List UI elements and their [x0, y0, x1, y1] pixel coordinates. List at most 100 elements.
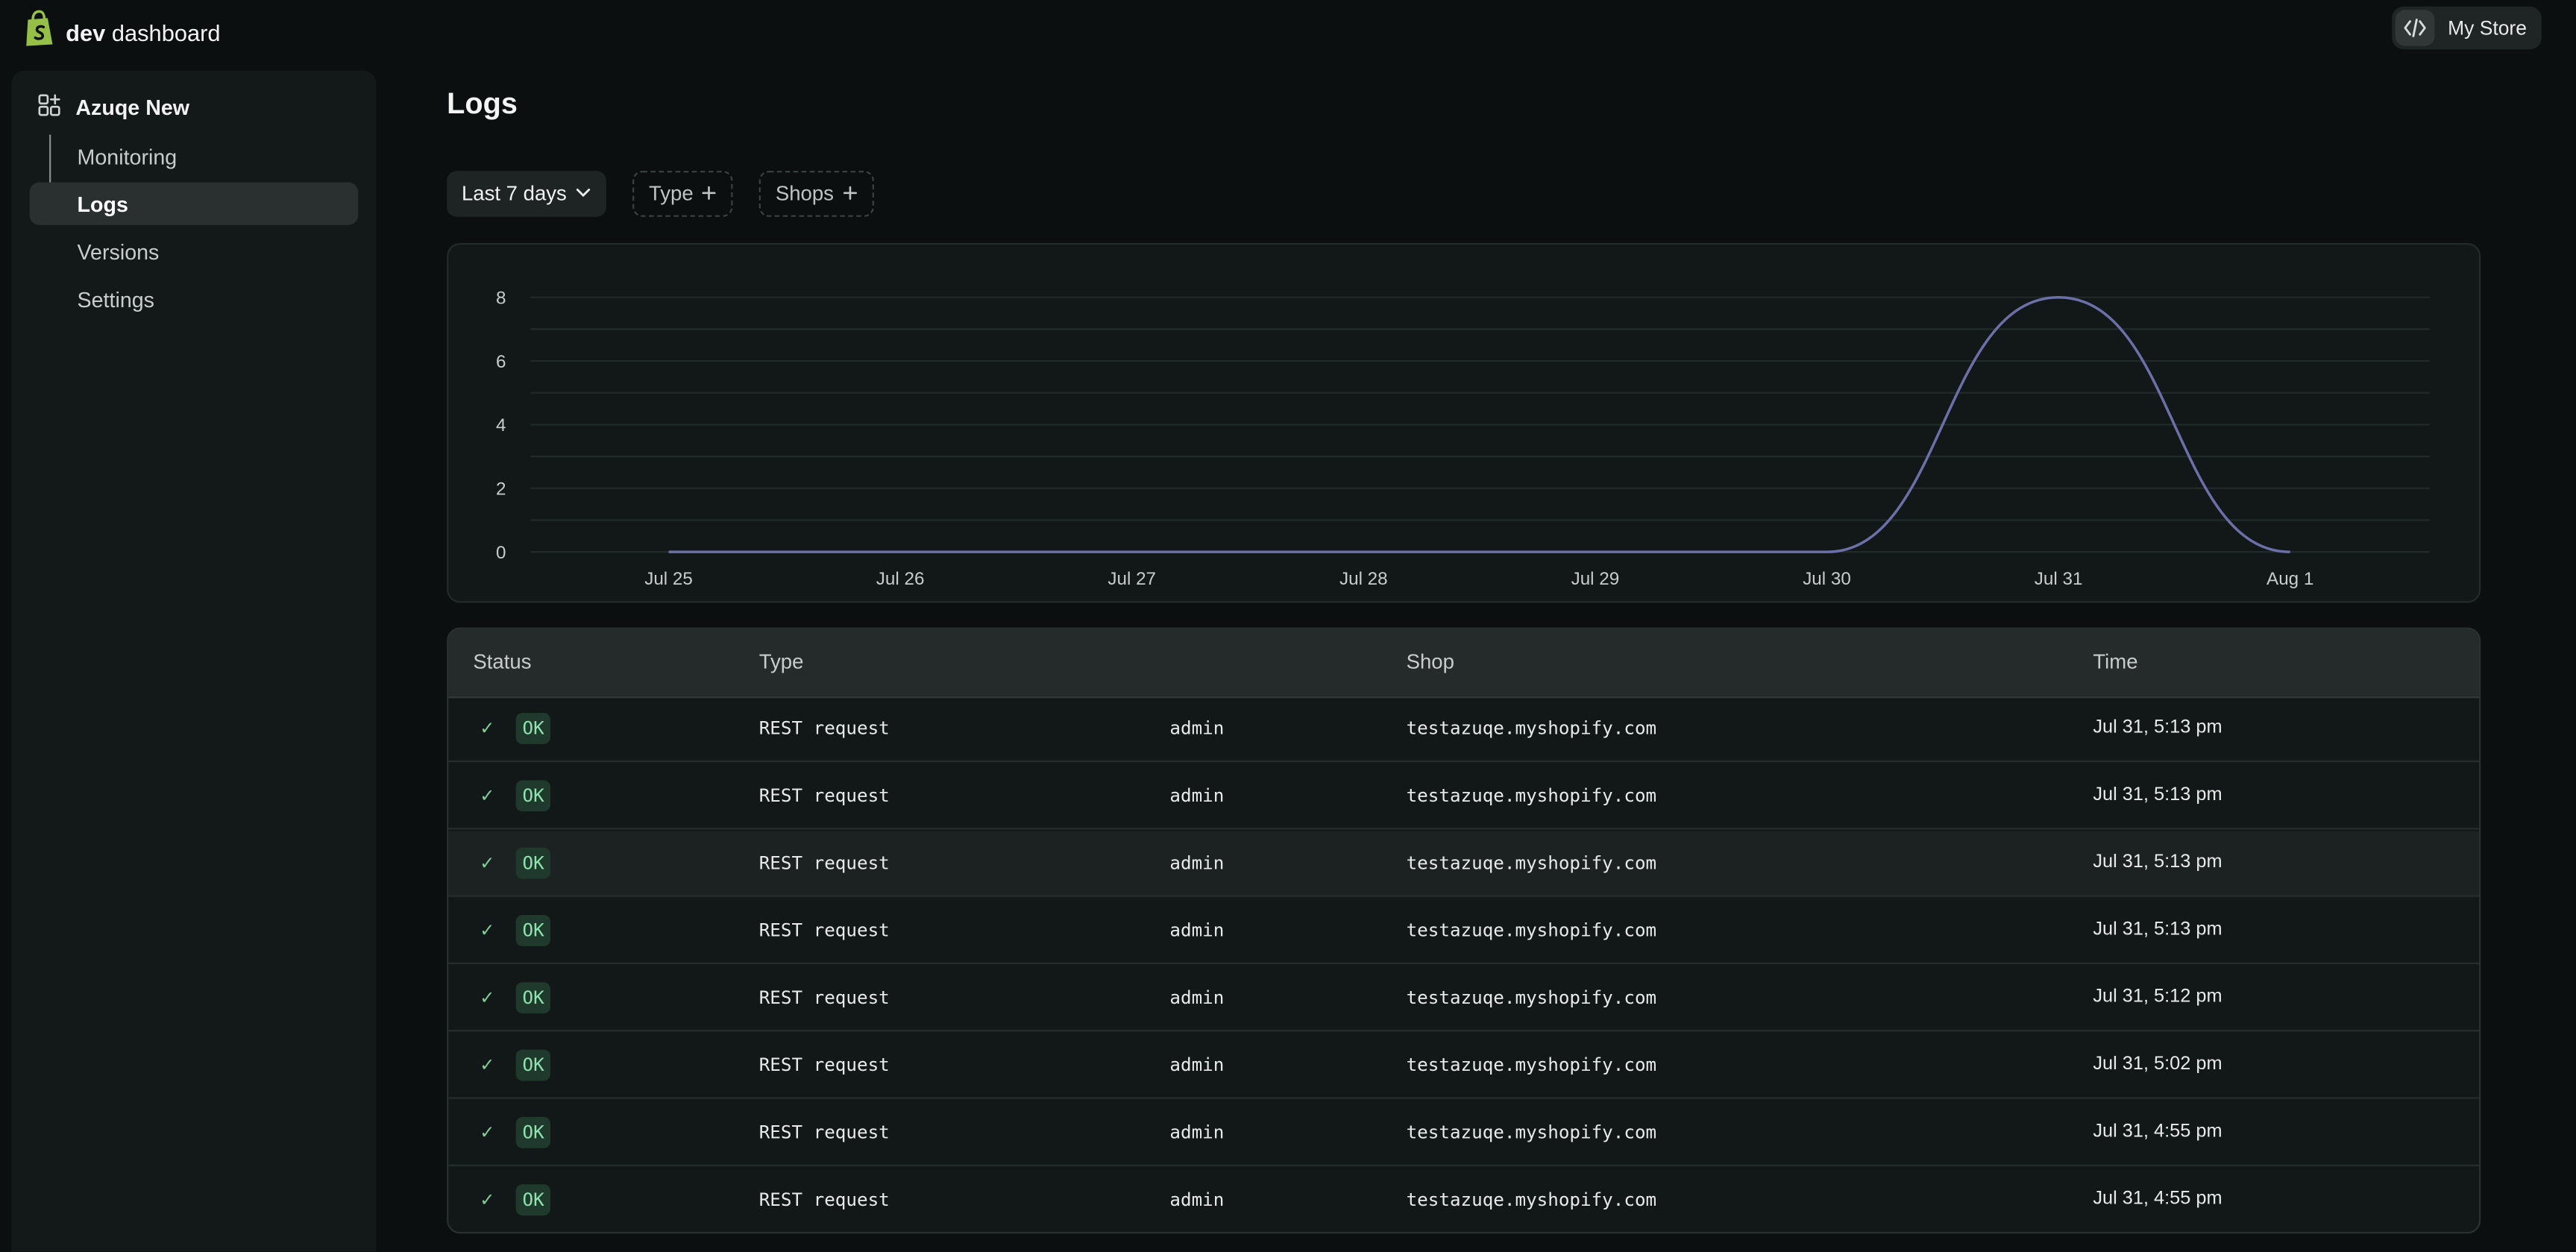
log-api: admin: [1169, 1189, 1224, 1211]
column-header-shop[interactable]: Shop: [1407, 650, 1454, 673]
status-badge: OK: [516, 1117, 551, 1148]
filter-bar: Last 7 days Type Shops: [447, 171, 873, 217]
x-tick-label: Jul 28: [1339, 569, 1388, 589]
log-type: REST request: [759, 785, 890, 807]
x-tick-label: Jul 29: [1571, 569, 1620, 589]
log-time: Jul 31, 5:13 pm: [2093, 920, 2222, 940]
shops-filter-button[interactable]: Shops: [759, 171, 873, 217]
sidebar-item-versions[interactable]: Versions: [30, 230, 359, 272]
x-tick-label: Jul 31: [2035, 569, 2083, 589]
log-shop[interactable]: testazuqe.myshopify.com: [1407, 1122, 1657, 1144]
log-type: REST request: [759, 987, 890, 1009]
top-bar: dev dashboard My Store: [0, 0, 2576, 59]
status-badge: OK: [516, 915, 551, 946]
y-tick-label: 2: [496, 479, 506, 500]
y-tick-label: 8: [496, 289, 506, 309]
x-tick-label: Jul 25: [644, 569, 693, 589]
check-icon: ✓: [480, 987, 494, 1009]
log-api: admin: [1169, 785, 1224, 807]
sidebar-item-label: Versions: [78, 239, 160, 264]
sidebar-app-header[interactable]: Azuqe New: [38, 94, 189, 122]
table-header: Status Type Shop Time: [448, 629, 2479, 699]
log-time: Jul 31, 5:13 pm: [2093, 718, 2222, 737]
log-type: REST request: [759, 920, 890, 942]
date-range-dropdown[interactable]: Last 7 days: [447, 171, 606, 217]
log-api: admin: [1169, 987, 1224, 1009]
chart-canvas: 0 2 4 6 8 Jul 25 Jul 26 Jul 27 Jul 28 Jul 29 Jul 3…: [448, 245, 2482, 604]
status-badge: OK: [516, 1184, 551, 1215]
table-row[interactable]: ✓ OK REST request admin testazuqe.myshopify.…: [448, 966, 2479, 1031]
sidebar-item-logs[interactable]: Logs: [30, 183, 359, 225]
log-api: admin: [1169, 718, 1224, 740]
check-icon: ✓: [480, 1189, 494, 1211]
shops-filter-label: Shops: [776, 183, 834, 206]
column-header-time[interactable]: Time: [2093, 650, 2137, 673]
table-row[interactable]: ✓ OK REST request admin testazuqe.myshopify.…: [448, 1168, 2479, 1233]
plus-icon: [842, 183, 857, 206]
status-badge: OK: [516, 982, 551, 1013]
log-shop[interactable]: testazuqe.myshopify.com: [1407, 785, 1657, 807]
status-badge: OK: [516, 1050, 551, 1081]
log-shop[interactable]: testazuqe.myshopify.com: [1407, 852, 1657, 874]
log-time: Jul 31, 5:02 pm: [2093, 1054, 2222, 1074]
x-tick-label: Jul 27: [1108, 569, 1156, 589]
log-type: REST request: [759, 718, 890, 740]
apps-icon: [38, 94, 61, 122]
log-type: REST request: [759, 1054, 890, 1076]
type-filter-label: Type: [649, 183, 694, 206]
sidebar: Azuqe New Monitoring Logs Versions Setti…: [11, 71, 376, 1252]
plus-icon: [702, 183, 717, 206]
column-header-status[interactable]: Status: [473, 650, 531, 673]
type-filter-button[interactable]: Type: [632, 171, 733, 217]
log-type: REST request: [759, 852, 890, 874]
date-range-label: Last 7 days: [462, 183, 567, 206]
scrollbar-track[interactable]: [2554, 0, 2576, 1252]
log-shop[interactable]: testazuqe.myshopify.com: [1407, 987, 1657, 1009]
log-type: REST request: [759, 1189, 890, 1211]
column-header-type[interactable]: Type: [759, 650, 804, 673]
logs-chart: 0 2 4 6 8 Jul 25 Jul 26 Jul 27 Jul 28 Jul 29 Jul 3…: [447, 243, 2481, 603]
log-time: Jul 31, 5:13 pm: [2093, 785, 2222, 805]
store-switcher-button[interactable]: My Store: [2392, 7, 2541, 49]
log-shop[interactable]: testazuqe.myshopify.com: [1407, 1054, 1657, 1076]
check-icon: ✓: [480, 852, 494, 874]
log-time: Jul 31, 5:12 pm: [2093, 987, 2222, 1007]
log-api: admin: [1169, 852, 1224, 874]
table-row[interactable]: ✓ OK REST request admin testazuqe.myshopify.…: [448, 831, 2479, 897]
y-tick-label: 6: [496, 352, 506, 372]
page-title: Logs: [447, 87, 518, 122]
sidebar-item-label: Monitoring: [78, 144, 178, 169]
app-name: Azuqe New: [75, 95, 189, 120]
chevron-down-icon: [575, 183, 591, 206]
log-shop[interactable]: testazuqe.myshopify.com: [1407, 920, 1657, 942]
log-time: Jul 31, 4:55 pm: [2093, 1189, 2222, 1209]
store-name: My Store: [2448, 16, 2527, 40]
log-api: admin: [1169, 920, 1224, 942]
status-badge: OK: [516, 848, 551, 879]
code-icon: [2396, 10, 2435, 45]
log-shop[interactable]: testazuqe.myshopify.com: [1407, 718, 1657, 740]
log-api: admin: [1169, 1054, 1224, 1076]
check-icon: ✓: [480, 1054, 494, 1076]
x-tick-label: Jul 30: [1803, 569, 1851, 589]
x-tick-label: Jul 26: [876, 569, 925, 589]
shopify-bag-icon: [23, 10, 56, 56]
log-time: Jul 31, 4:55 pm: [2093, 1122, 2222, 1142]
y-tick-label: 4: [496, 415, 506, 435]
sidebar-item-label: Settings: [78, 286, 154, 311]
sidebar-item-monitoring[interactable]: Monitoring: [30, 135, 359, 177]
brand[interactable]: dev dashboard: [23, 10, 221, 56]
x-tick-label: Aug 1: [2266, 569, 2313, 589]
log-shop[interactable]: testazuqe.myshopify.com: [1407, 1189, 1657, 1211]
check-icon: ✓: [480, 718, 494, 740]
log-api: admin: [1169, 1122, 1224, 1144]
status-badge: OK: [516, 780, 551, 811]
table-row[interactable]: ✓ OK REST request admin testazuqe.myshopify.…: [448, 1034, 2479, 1099]
sidebar-item-settings[interactable]: Settings: [30, 277, 359, 320]
logs-table: Status Type Shop Time ✓ OK REST request adm…: [447, 627, 2481, 1233]
y-tick-label: 0: [496, 543, 506, 563]
